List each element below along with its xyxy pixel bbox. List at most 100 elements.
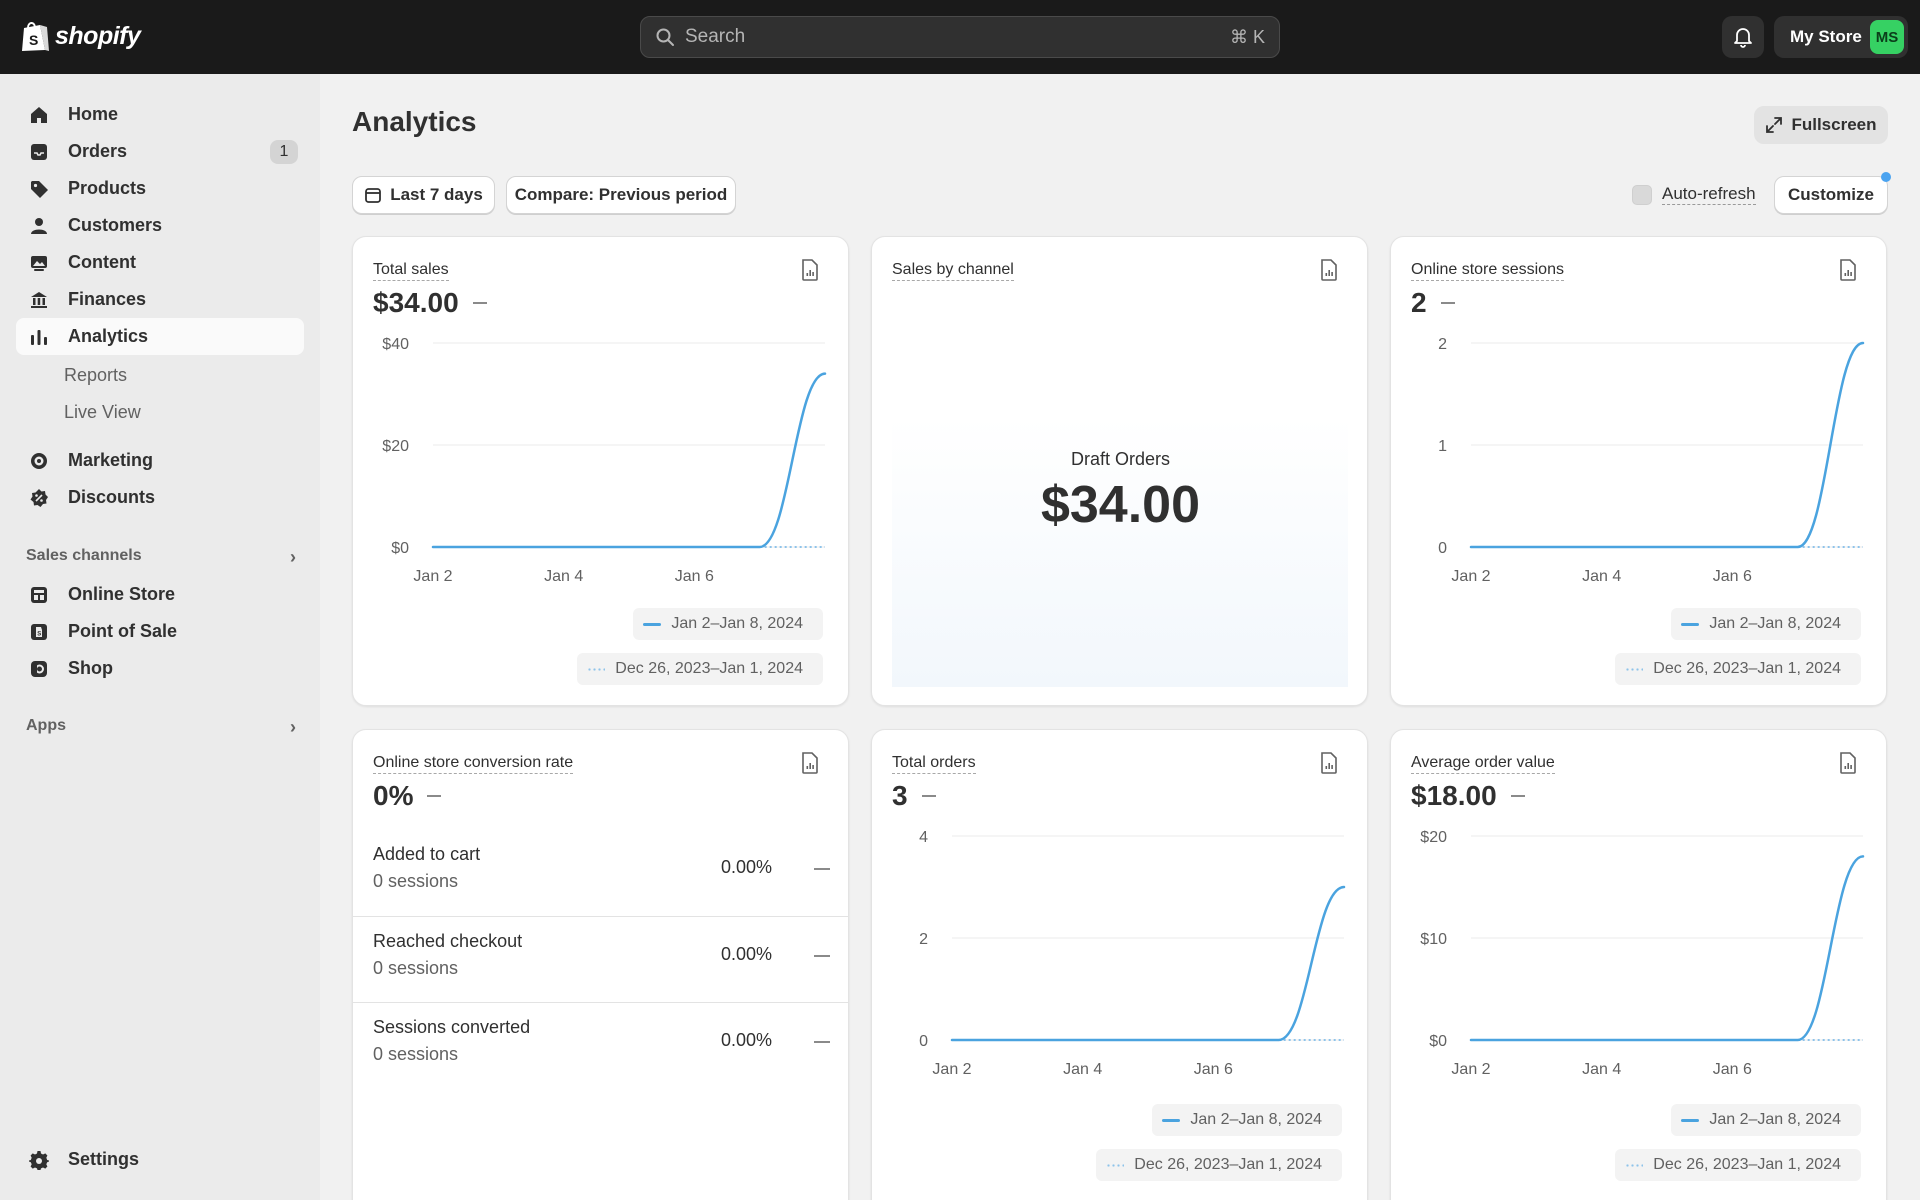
- shop-icon: [28, 658, 50, 680]
- svg-text:S: S: [37, 631, 41, 637]
- bank-icon: [28, 289, 50, 311]
- legend-swatch-previous: [1625, 1163, 1644, 1167]
- sidebar-item-label: Products: [68, 178, 147, 198]
- sidebar-item-label: Point of Sale: [68, 621, 178, 641]
- report-icon[interactable]: [1838, 752, 1858, 774]
- sidebar-item-label: Home: [68, 104, 119, 124]
- fullscreen-button[interactable]: Fullscreen: [1754, 106, 1888, 144]
- total-sales-chart: $0 $20 $40 Jan 2 Jan 4 Jan 6: [382, 336, 827, 585]
- search-input[interactable]: [685, 26, 1230, 48]
- y-tick-label: 0: [919, 1033, 928, 1050]
- date-range-label: Last 7 days: [390, 185, 483, 204]
- card-title[interactable]: Sales by channel: [892, 261, 1014, 281]
- report-icon[interactable]: [1319, 752, 1339, 774]
- x-tick-label: Jan 4: [1582, 1061, 1621, 1078]
- inbox-icon: [28, 141, 50, 163]
- orders-count-badge: 1: [270, 140, 298, 164]
- store-icon: [28, 584, 50, 606]
- sidebar-item-online-store[interactable]: Online Store: [16, 576, 304, 613]
- legend-current: Jan 2–Jan 8, 2024: [1152, 1104, 1342, 1136]
- card-title[interactable]: Average order value: [1411, 754, 1555, 774]
- no-change-dash: [472, 302, 487, 304]
- sidebar-item-settings[interactable]: Settings: [16, 1141, 304, 1178]
- sidebar-item-customers[interactable]: Customers: [16, 207, 304, 244]
- x-tick-label: Jan 4: [1063, 1061, 1102, 1078]
- report-icon[interactable]: [800, 259, 820, 281]
- store-name: My Store: [1790, 27, 1862, 46]
- card-title[interactable]: Total sales: [373, 261, 449, 281]
- sidebar-item-label: Shop: [68, 658, 113, 678]
- chevron-right-icon: ›: [290, 717, 296, 737]
- sidebar-item-products[interactable]: Products: [16, 170, 304, 207]
- customize-button[interactable]: Customize: [1774, 176, 1888, 214]
- sales-channels-heading-label: Sales channels: [26, 547, 142, 564]
- report-icon[interactable]: [1838, 259, 1858, 281]
- sidebar-item-discounts[interactable]: Discounts: [16, 479, 304, 516]
- sessions-chart: 0 1 2 Jan 2 Jan 4 Jan 6: [1438, 336, 1865, 585]
- card-title[interactable]: Online store sessions: [1411, 261, 1564, 281]
- no-change-dash: [1510, 795, 1525, 797]
- shopify-bag-icon: S: [22, 22, 49, 51]
- store-menu-button[interactable]: My Store MS: [1774, 16, 1908, 58]
- legend-current-label: Jan 2–Jan 8, 2024: [1709, 615, 1841, 632]
- sidebar-item-shop[interactable]: Shop: [16, 650, 304, 687]
- no-change-dash: [814, 868, 830, 870]
- legend-swatch-current: [1681, 622, 1700, 626]
- step-label: Sessions converted: [373, 1017, 531, 1037]
- x-tick-label: Jan 6: [675, 568, 714, 585]
- card-value-text: $34.00: [373, 287, 459, 318]
- report-icon[interactable]: [800, 752, 820, 774]
- compare-button[interactable]: Compare: Previous period: [506, 176, 736, 214]
- notifications-button[interactable]: [1722, 16, 1764, 58]
- auto-refresh-checkbox[interactable]: [1632, 184, 1652, 205]
- card-title[interactable]: Total orders: [892, 754, 976, 774]
- image-icon: [28, 252, 50, 274]
- step-sessions: 0 sessions: [373, 871, 459, 891]
- sidebar-item-marketing[interactable]: Marketing: [16, 442, 304, 479]
- date-range-button[interactable]: Last 7 days: [352, 176, 495, 214]
- sidebar-subitem-reports[interactable]: Reports: [64, 365, 128, 385]
- x-tick-label: Jan 4: [544, 568, 583, 585]
- average-order-value-card: Average order value $18.00 $0 $10 $20 Jan 2…: [1390, 729, 1887, 1200]
- sidebar-item-content[interactable]: Content: [16, 244, 304, 281]
- sidebar-item-label: Analytics: [68, 326, 149, 346]
- card-value-text: $18.00: [1411, 780, 1497, 811]
- channel-label: Draft Orders: [1070, 449, 1171, 469]
- search-bar[interactable]: ⌘ K: [640, 16, 1280, 58]
- sidebar-item-home[interactable]: Home: [16, 96, 304, 133]
- apps-heading[interactable]: Apps ›: [26, 717, 296, 737]
- search-shortcut: ⌘ K: [1229, 26, 1265, 47]
- sales-channels-heading[interactable]: Sales channels ›: [26, 547, 296, 567]
- legend-swatch-current: [643, 622, 662, 626]
- sidebar-item-analytics[interactable]: Analytics: [16, 318, 304, 355]
- step-percent: 0.00%: [720, 944, 772, 964]
- shopify-logo[interactable]: S shopify: [20, 20, 141, 53]
- y-tick-label: $40: [382, 336, 409, 353]
- sidebar-item-orders[interactable]: Orders 1: [16, 133, 304, 170]
- sidebar-subitem-live-view[interactable]: Live View: [64, 402, 141, 422]
- card-value-text: 3: [892, 780, 908, 811]
- auto-refresh-toggle[interactable]: Auto-refresh: [1632, 184, 1756, 205]
- series-line-current: [431, 372, 827, 549]
- legend-previous: Dec 26, 2023–Jan 1, 2024: [577, 653, 823, 685]
- legend-swatch-previous: [1625, 667, 1644, 671]
- channel-chart-area: [892, 417, 1348, 687]
- y-tick-label: 2: [919, 931, 928, 948]
- card-title[interactable]: Online store conversion rate: [373, 754, 574, 774]
- calendar-icon: [365, 188, 382, 203]
- sidebar-item-finances[interactable]: Finances: [16, 281, 304, 318]
- x-tick-label: Jan 2: [413, 568, 452, 585]
- step-sessions: 0 sessions: [373, 1044, 459, 1064]
- legend-current-label: Jan 2–Jan 8, 2024: [671, 615, 803, 632]
- report-icon[interactable]: [1319, 259, 1339, 281]
- search-icon: [656, 28, 674, 46]
- card-value: $34.00: [373, 287, 487, 319]
- apps-heading-label: Apps: [26, 717, 66, 734]
- card-value: 0%: [373, 780, 442, 812]
- sidebar-item-point-of-sale[interactable]: S Point of Sale: [16, 613, 304, 650]
- conversion-step-row: Reached checkout 0 sessions 0.00%: [353, 916, 848, 1002]
- card-value-text: 0%: [373, 780, 414, 811]
- x-tick-label: Jan 4: [1582, 568, 1621, 585]
- legend-swatch-current: [1681, 1118, 1700, 1122]
- step-percent: 0.00%: [720, 857, 772, 877]
